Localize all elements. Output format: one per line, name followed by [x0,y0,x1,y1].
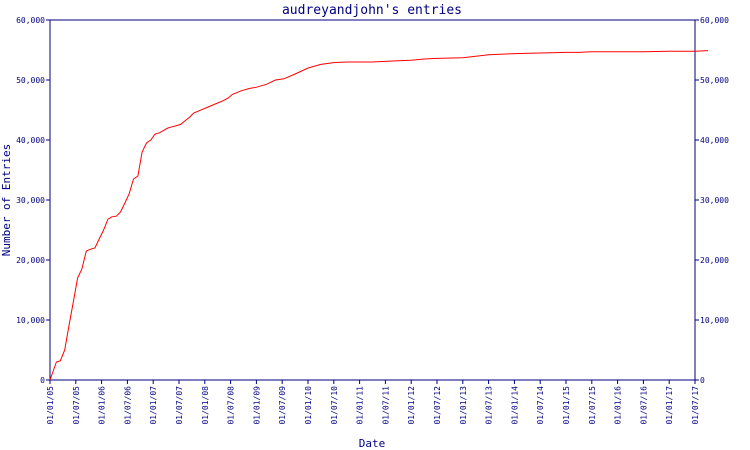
x-tick-label-25: 01/07/17 [691,386,700,425]
y-tick-left-label-6: 60,000 [16,16,45,25]
y-tick-left-label-1: 10,000 [16,316,45,325]
x-tick-label-5: 01/07/07 [175,386,184,425]
y-tick-right-label-0: 0 [700,376,705,385]
x-tick-label-24: 01/01/17 [665,386,674,425]
y-tick-left-label-2: 20,000 [16,256,45,265]
x-tick-label-15: 01/07/12 [433,386,442,425]
y-tick-left-label-0: 0 [40,376,45,385]
x-tick-label-1: 01/07/05 [72,386,81,425]
x-tick-label-9: 01/07/09 [278,386,287,425]
x-tick-label-8: 01/01/09 [252,386,261,425]
x-tick-label-22: 01/01/16 [614,386,623,425]
x-tick-label-20: 01/01/15 [562,386,571,425]
y-tick-left-label-3: 30,000 [16,196,45,205]
x-axis: 01/01/05 01/07/05 01/01/06 01/07/06 01/01/07… [46,380,700,425]
x-tick-label-4: 01/01/07 [149,386,158,425]
x-tick-label-19: 01/07/14 [536,386,545,425]
plot-frame [49,19,696,381]
x-tick-label-16: 01/01/13 [459,386,468,425]
x-axis-label: Date [359,437,386,450]
y-tick-left-label-5: 50,000 [16,76,45,85]
x-tick-label-13: 01/07/11 [381,386,390,425]
y-tick-right-label-5: 50,000 [700,76,729,85]
x-tick-label-17: 01/07/13 [485,386,494,425]
x-tick-label-21: 01/07/15 [588,386,597,425]
y-tick-left-label-4: 40,000 [16,136,45,145]
x-tick-label-3: 01/07/06 [123,386,132,425]
x-tick-label-2: 01/01/06 [98,386,107,425]
y-tick-right-label-6: 60,000 [700,16,729,25]
y-axis-right: 0 10,000 20,000 30,000 40,000 50,000 60,000 [695,16,729,385]
x-tick-label-18: 01/01/14 [510,386,519,425]
y-axis-left: 0 10,000 20,000 30,000 40,000 50,000 60,000 [16,16,50,385]
chart-title: audreyandjohn's entries [282,3,462,18]
x-tick-label-14: 01/01/12 [407,386,416,425]
series-line [49,50,709,381]
x-tick-label-23: 01/07/16 [639,386,648,425]
y-tick-right-label-2: 20,000 [700,256,729,265]
y-tick-right-label-3: 30,000 [700,196,729,205]
x-tick-label-11: 01/07/10 [330,386,339,425]
x-tick-label-0: 01/01/05 [46,386,55,425]
y-tick-right-label-1: 10,000 [700,316,729,325]
x-tick-label-10: 01/01/10 [304,386,313,425]
y-axis-label: Number of Entries [0,144,13,257]
x-tick-label-12: 01/01/11 [356,386,365,425]
x-tick-label-7: 01/07/08 [227,386,236,425]
y-tick-right-label-4: 40,000 [700,136,729,145]
x-tick-label-6: 01/01/08 [201,386,210,425]
